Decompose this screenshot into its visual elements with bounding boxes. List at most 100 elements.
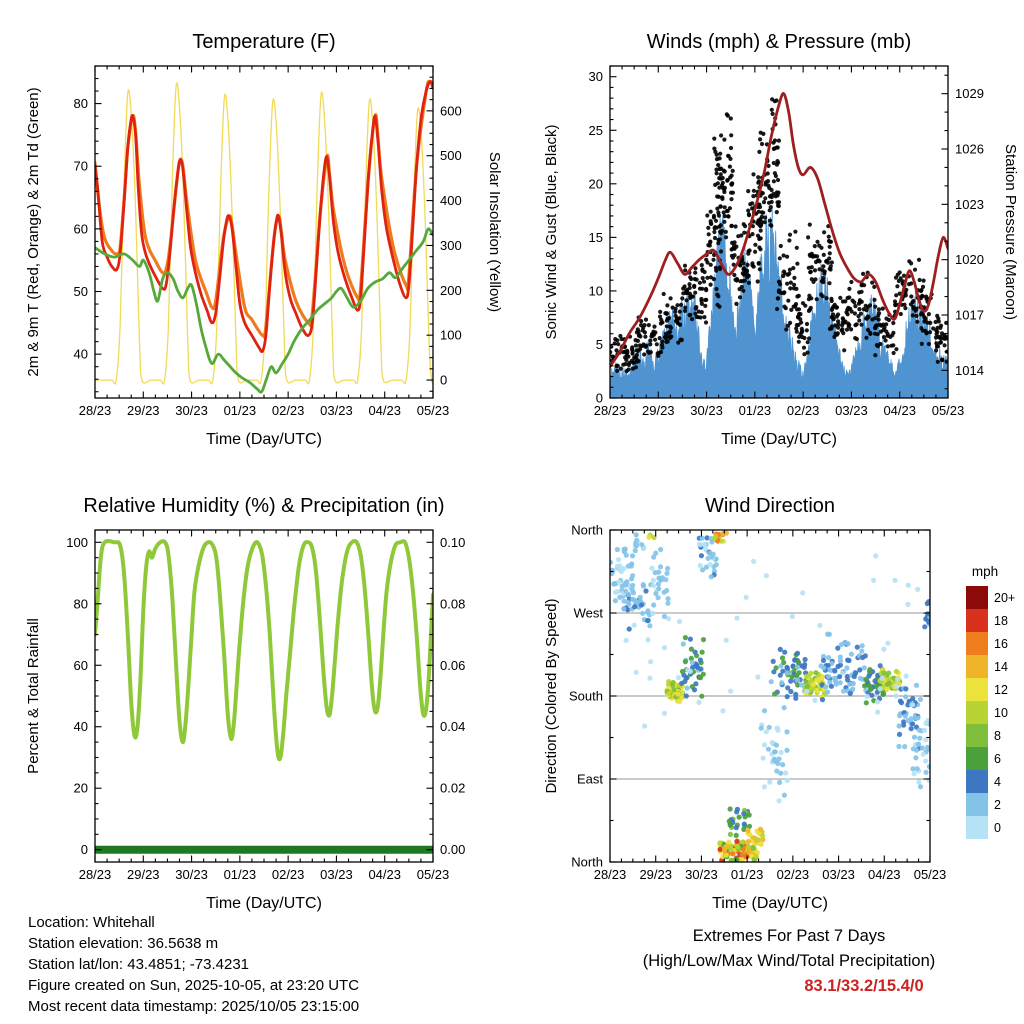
winds-pressure-ylabel-right: Station Pressure (Maroon) — [1002, 144, 1019, 320]
svg-text:1017: 1017 — [955, 308, 984, 323]
y-right-tick-labels: 0.00 0.02 0.04 0.06 0.08 0.10 — [440, 535, 465, 857]
y-left-tick-labels: North East South West North — [569, 523, 603, 870]
humidity-precip-chart: 28/23 29/23 30/23 01/23 02/23 03/23 04/23 05/23… — [25, 495, 465, 912]
svg-text:60: 60 — [74, 658, 88, 673]
svg-text:30/23: 30/23 — [175, 403, 208, 418]
svg-text:20: 20 — [74, 781, 88, 796]
svg-text:West: West — [574, 606, 604, 621]
temperature-ylabel-right: Solar Insolation (Yellow) — [486, 152, 503, 312]
svg-text:0.06: 0.06 — [440, 658, 465, 673]
winds-pressure-xlabel: Time (Day/UTC) — [721, 431, 837, 448]
y-left-tick-labels: 0 5 10 15 20 25 30 — [589, 69, 603, 405]
svg-text:01/23: 01/23 — [739, 403, 772, 418]
svg-text:30/23: 30/23 — [175, 867, 208, 882]
svg-text:05/23: 05/23 — [914, 867, 947, 882]
svg-text:29/23: 29/23 — [639, 867, 672, 882]
svg-text:1020: 1020 — [955, 252, 984, 267]
svg-text:01/23: 01/23 — [731, 867, 764, 882]
temperature-xlabel: Time (Day/UTC) — [206, 431, 322, 448]
extremes-info: Extremes For Past 7 Days (High/Low/Max W… — [554, 924, 1024, 999]
solar-insolation — [95, 82, 433, 385]
svg-text:03/23: 03/23 — [320, 867, 353, 882]
colorbar-cell — [966, 655, 988, 678]
svg-text:60: 60 — [74, 221, 88, 236]
data-timestamp: Most recent data timestamp: 2025/10/05 2… — [28, 998, 360, 1015]
svg-text:03/23: 03/23 — [320, 403, 353, 418]
svg-text:0.04: 0.04 — [440, 719, 465, 734]
svg-text:300: 300 — [440, 238, 462, 253]
extremes-title: Extremes For Past 7 Days — [692, 927, 886, 945]
x-tick-labels: 28/23 29/23 30/23 01/23 02/23 03/23 04/23 05/23 — [79, 867, 450, 882]
svg-text:East: East — [577, 772, 603, 787]
svg-text:500: 500 — [440, 148, 462, 163]
svg-text:5: 5 — [596, 337, 603, 352]
svg-text:50: 50 — [74, 284, 88, 299]
svg-text:1014: 1014 — [955, 363, 984, 378]
wind-direction-plot-area — [610, 530, 930, 862]
winds-pressure-title: Winds (mph) & Pressure (mb) — [647, 31, 912, 53]
station-elevation: Station elevation: 36.5638 m — [28, 935, 219, 952]
svg-text:29/23: 29/23 — [642, 403, 675, 418]
svg-text:29/23: 29/23 — [127, 867, 160, 882]
svg-text:0.02: 0.02 — [440, 781, 465, 796]
temperature-ylabel-left: 2m & 9m T (Red, Orange) & 2m Td (Green) — [25, 87, 42, 376]
wind-direction-title: Wind Direction — [705, 495, 835, 517]
svg-text:10: 10 — [589, 283, 603, 298]
colorbar-cell — [966, 586, 988, 609]
svg-text:01/23: 01/23 — [224, 403, 257, 418]
colorbar-cell — [966, 701, 988, 724]
svg-text:02/23: 02/23 — [272, 403, 305, 418]
svg-text:18: 18 — [994, 614, 1008, 628]
svg-text:28/23: 28/23 — [79, 867, 112, 882]
svg-text:1026: 1026 — [955, 142, 984, 157]
humidity-precip-title: Relative Humidity (%) & Precipitation (i… — [83, 495, 444, 517]
winds-pressure-chart: 28/23 29/23 30/23 01/23 02/23 03/23 04/23 05/23… — [543, 31, 1019, 448]
svg-text:400: 400 — [440, 193, 462, 208]
colorbar-cell — [966, 793, 988, 816]
svg-text:200: 200 — [440, 283, 462, 298]
svg-text:40: 40 — [74, 347, 88, 362]
svg-text:04/23: 04/23 — [883, 403, 916, 418]
svg-text:05/23: 05/23 — [932, 403, 965, 418]
svg-text:1029: 1029 — [955, 86, 984, 101]
svg-text:28/23: 28/23 — [594, 403, 627, 418]
svg-text:South: South — [569, 689, 603, 704]
svg-text:8: 8 — [994, 729, 1001, 743]
svg-text:100: 100 — [440, 328, 462, 343]
svg-text:04/23: 04/23 — [868, 867, 901, 882]
temperature-title: Temperature (F) — [192, 31, 335, 53]
svg-text:100: 100 — [66, 535, 88, 550]
dewpoint-2m — [95, 227, 433, 394]
figure-created: Figure created on Sun, 2025-10-05, at 23… — [28, 977, 360, 994]
svg-text:16: 16 — [994, 637, 1008, 651]
svg-text:0: 0 — [596, 391, 603, 406]
svg-text:05/23: 05/23 — [417, 867, 450, 882]
svg-text:0.00: 0.00 — [440, 842, 465, 857]
svg-text:10: 10 — [994, 706, 1008, 720]
wind-direction-ylabel-left: Direction (Colored By Speed) — [543, 598, 560, 793]
station-location: Location: Whitehall — [28, 914, 155, 931]
station-latlon: Station lat/lon: 43.4851; -73.4231 — [28, 956, 250, 973]
x-tick-labels: 28/23 29/23 30/23 01/23 02/23 03/23 04/23 05/23 — [594, 403, 965, 418]
svg-text:1023: 1023 — [955, 197, 984, 212]
wind-direction-chart: 28/23 29/23 30/23 01/23 02/23 03/23 04/23 05/23… — [543, 495, 946, 912]
wind-gusts — [610, 97, 948, 374]
svg-text:0.08: 0.08 — [440, 596, 465, 611]
colorbar-cell — [966, 678, 988, 701]
wind-direction-xlabel: Time (Day/UTC) — [712, 895, 828, 912]
svg-text:05/23: 05/23 — [417, 403, 450, 418]
temperature-plot-area — [95, 79, 433, 394]
svg-text:4: 4 — [994, 775, 1001, 789]
colorbar-cell — [966, 724, 988, 747]
svg-text:40: 40 — [74, 719, 88, 734]
colorbar-cell — [966, 609, 988, 632]
y-left-tick-labels: 0 20 40 60 80 100 — [66, 535, 88, 857]
svg-text:0: 0 — [994, 821, 1001, 835]
svg-text:03/23: 03/23 — [822, 867, 855, 882]
y-right-tick-labels: 0 100 200 300 400 500 600 — [440, 103, 462, 387]
sonic-wind — [610, 205, 948, 398]
svg-text:14: 14 — [994, 660, 1008, 674]
svg-text:28/23: 28/23 — [79, 403, 112, 418]
svg-text:North: North — [571, 523, 603, 538]
